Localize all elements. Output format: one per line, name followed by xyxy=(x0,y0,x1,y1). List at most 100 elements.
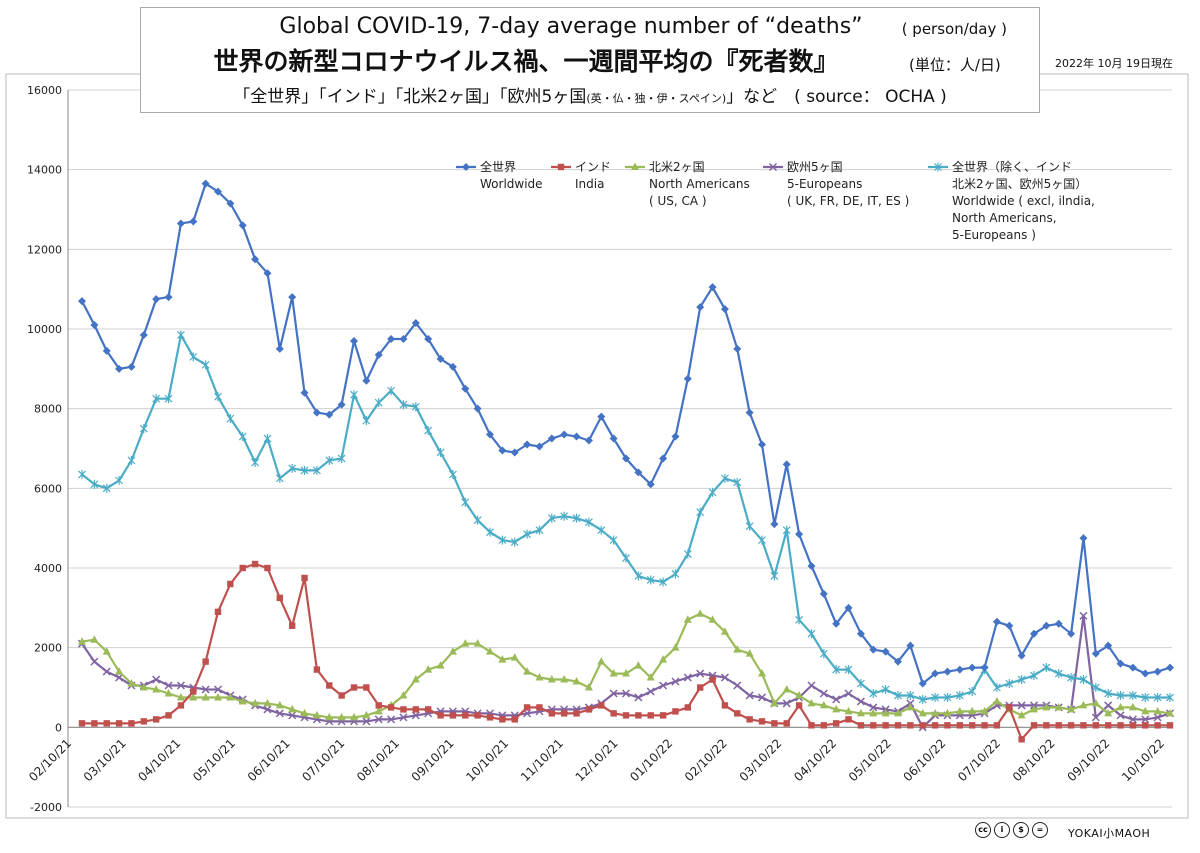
data-point xyxy=(992,617,1001,626)
y-tick-label: 10000 xyxy=(27,323,62,336)
data-point xyxy=(696,609,705,617)
x-tick-label: 05/10/22 xyxy=(846,736,894,784)
data-point xyxy=(869,645,878,654)
data-point xyxy=(934,162,942,172)
subtitle-small: (英・仏・独・伊・スペイン) xyxy=(586,92,727,105)
data-point xyxy=(683,549,692,559)
data-point xyxy=(597,525,606,535)
data-point-stroke xyxy=(609,689,618,698)
x-tick-label: 06/10/21 xyxy=(245,736,293,784)
data-point xyxy=(189,692,198,701)
data-point-stroke xyxy=(621,689,631,698)
data-point xyxy=(869,708,878,717)
data-point xyxy=(176,692,185,701)
chart-title-en: Global COVID-19, 7-day average number of… xyxy=(141,14,1007,39)
data-point xyxy=(955,665,964,674)
data-point xyxy=(856,629,865,638)
y-axis-ticks: 16000 14000 12000 10000 8000 6000 4000 2000 0 -20… xyxy=(27,84,62,814)
data-point xyxy=(1128,690,1137,700)
data-point xyxy=(498,655,507,663)
data-point xyxy=(1005,621,1014,630)
data-point-stroke xyxy=(1091,713,1100,722)
data-point xyxy=(845,716,852,723)
data-point xyxy=(424,334,433,343)
x-tick-label: 08/10/22 xyxy=(1010,736,1058,784)
data-point xyxy=(164,394,173,404)
data-point xyxy=(1166,708,1174,717)
data-point xyxy=(856,708,865,717)
data-point xyxy=(326,682,333,689)
data-point xyxy=(870,722,877,729)
data-point xyxy=(992,696,1001,705)
data-point xyxy=(350,684,358,691)
data-point xyxy=(646,480,655,489)
data-point xyxy=(127,679,136,687)
data-point xyxy=(90,479,99,489)
data-point xyxy=(1153,667,1162,676)
data-point-stroke xyxy=(807,681,816,690)
data-point xyxy=(448,362,457,371)
data-point xyxy=(547,513,556,523)
data-point xyxy=(547,434,556,443)
data-point xyxy=(535,442,544,451)
date-note: 2022年 10月 19日現在 xyxy=(1055,57,1173,70)
data-point xyxy=(288,293,297,302)
data-point xyxy=(115,364,124,373)
data-point xyxy=(832,720,840,727)
data-point xyxy=(251,560,259,568)
y-tick-label: 16000 xyxy=(27,84,62,97)
data-point-stroke xyxy=(263,705,272,714)
data-point xyxy=(523,440,532,449)
data-point xyxy=(1067,673,1076,683)
data-point xyxy=(350,390,358,400)
legend-label-en: North Americans xyxy=(649,177,750,191)
x-tick-label: 01/10/22 xyxy=(627,736,675,784)
data-point xyxy=(399,690,408,699)
data-point xyxy=(634,693,643,702)
data-point xyxy=(1080,722,1087,729)
by-icon: i xyxy=(994,822,1010,838)
data-point xyxy=(312,408,321,417)
data-point xyxy=(634,468,643,477)
data-point xyxy=(1030,704,1038,713)
data-point xyxy=(844,689,853,698)
data-point xyxy=(411,319,420,328)
data-point xyxy=(609,669,618,677)
data-point xyxy=(300,465,309,475)
subtitle-part-a: 「全世界」「インド」「北米2ヶ国」「欧州5ヶ国 xyxy=(233,87,587,107)
data-point xyxy=(437,712,444,719)
data-point xyxy=(671,432,680,441)
data-point xyxy=(436,661,445,669)
data-point xyxy=(387,386,396,396)
data-point xyxy=(955,706,964,715)
data-point-stroke xyxy=(164,681,173,690)
data-point-stroke xyxy=(362,717,371,726)
y-tick-label: 6000 xyxy=(34,482,62,495)
data-point xyxy=(832,695,841,704)
data-point xyxy=(1006,704,1013,711)
data-point xyxy=(103,720,110,727)
data-point xyxy=(214,392,222,402)
data-point xyxy=(906,690,915,700)
data-point xyxy=(557,163,565,171)
data-point xyxy=(683,673,692,682)
data-point-stroke xyxy=(201,685,210,694)
x-tick-label: 03/10/21 xyxy=(81,736,129,784)
data-point xyxy=(684,704,692,711)
data-point xyxy=(1067,704,1076,713)
data-point xyxy=(152,295,161,304)
data-point xyxy=(510,448,519,457)
x-tick-label: 12/10/21 xyxy=(573,736,621,784)
data-point xyxy=(584,683,593,691)
data-point xyxy=(696,669,705,678)
data-point xyxy=(597,412,606,421)
y-tick-label: 0 xyxy=(55,721,62,734)
data-point xyxy=(894,722,902,729)
y-tick-label: 14000 xyxy=(27,164,62,177)
data-point xyxy=(708,283,717,292)
data-point xyxy=(238,432,247,442)
data-point-stroke xyxy=(844,689,853,698)
data-point xyxy=(1104,688,1113,698)
data-point xyxy=(1104,701,1113,710)
